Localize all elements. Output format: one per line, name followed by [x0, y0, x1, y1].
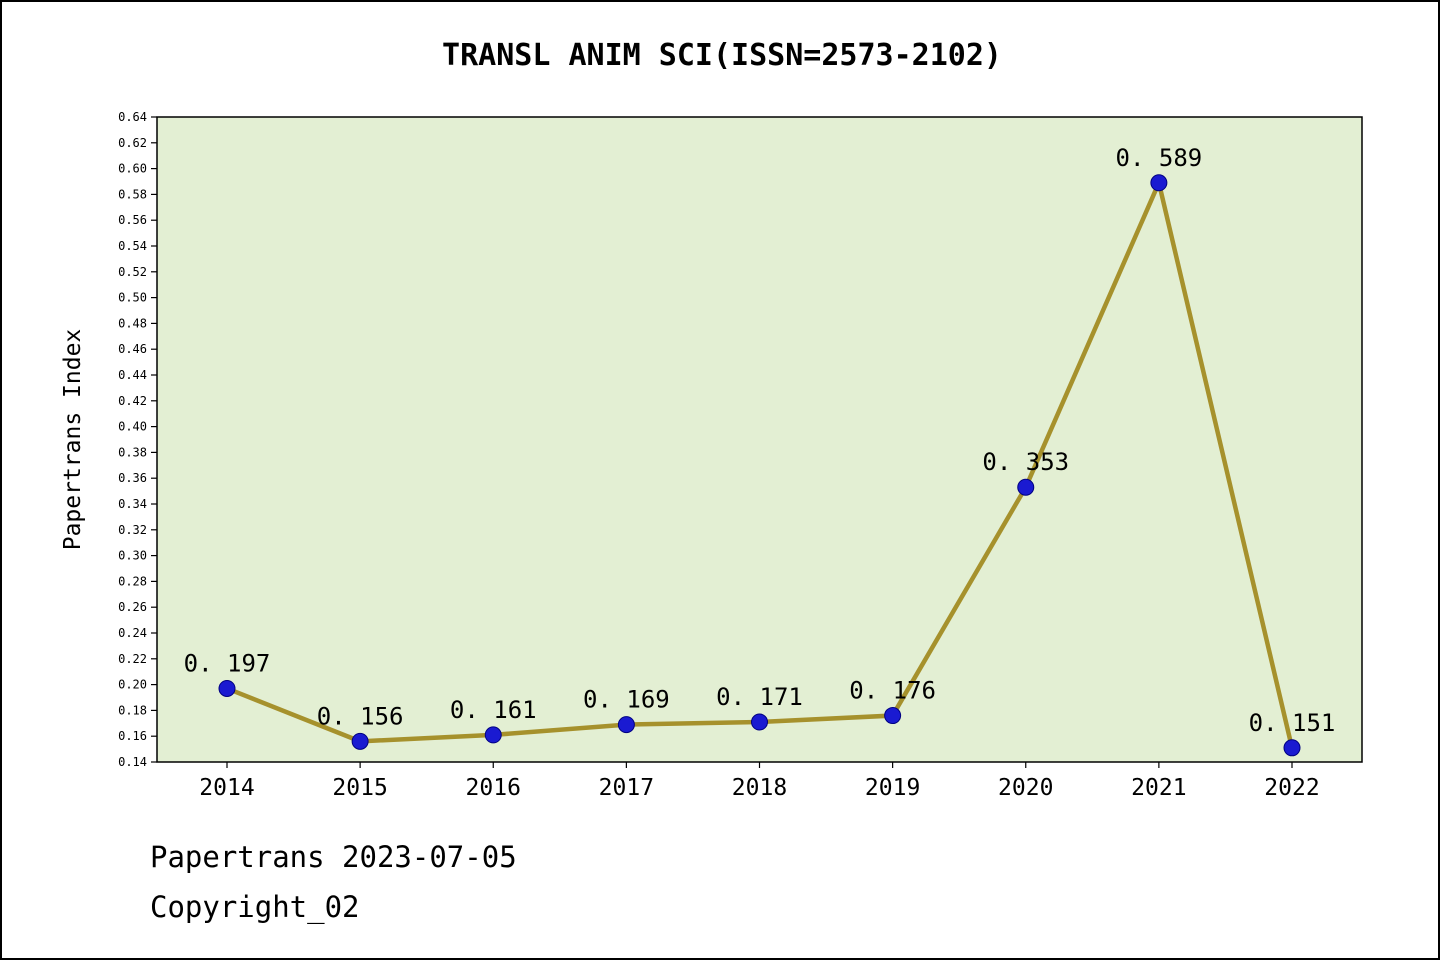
x-tick-label: 2020: [998, 775, 1053, 801]
data-point-label: 0. 171: [716, 683, 803, 711]
y-tick-label: 0.42: [118, 394, 147, 408]
data-point-label: 0. 156: [317, 702, 404, 730]
y-tick-label: 0.32: [118, 523, 147, 537]
y-tick-label: 0.30: [118, 549, 147, 563]
y-tick-label: 0.56: [118, 213, 147, 227]
data-point: [1150, 174, 1168, 192]
x-tick-label: 2021: [1131, 775, 1186, 801]
y-tick-label: 0.22: [118, 652, 147, 666]
y-tick-label: 0.60: [118, 162, 147, 176]
y-tick-label: 0.48: [118, 316, 147, 330]
plot-area: [157, 117, 1362, 762]
y-axis-label: Papertrans Index: [60, 329, 86, 551]
y-tick-label: 0.44: [118, 368, 147, 382]
y-tick-label: 0.20: [118, 678, 147, 692]
data-point: [484, 726, 502, 744]
data-point-label: 0. 151: [1249, 709, 1336, 737]
data-point: [1283, 739, 1301, 757]
x-tick-label: 2022: [1264, 775, 1319, 801]
y-tick-label: 0.38: [118, 445, 147, 459]
chart-title: TRANSL ANIM SCI(ISSN=2573-2102): [442, 38, 1002, 73]
data-point-label: 0. 176: [849, 677, 936, 705]
footer-copyright: Copyright_02: [150, 890, 360, 924]
plot-border: [156, 116, 1363, 763]
data-point: [351, 732, 369, 750]
y-tick-label: 0.64: [118, 110, 147, 124]
x-tick-label: 2019: [865, 775, 920, 801]
x-tick-label: 2018: [732, 775, 787, 801]
x-tick-label: 2016: [466, 775, 521, 801]
y-tick-label: 0.28: [118, 574, 147, 588]
data-point: [617, 716, 635, 734]
data-point-label: 0. 169: [583, 686, 670, 714]
y-tick-label: 0.50: [118, 291, 147, 305]
data-point: [751, 713, 768, 731]
y-tick-label: 0.40: [118, 420, 147, 434]
footer-source-date: Papertrans 2023-07-05: [150, 840, 517, 874]
y-tick-label: 0.16: [118, 729, 147, 743]
data-point: [218, 679, 236, 697]
data-point-label: 0. 161: [450, 696, 537, 724]
data-point-label: 0. 197: [184, 649, 271, 677]
data-point: [1017, 478, 1035, 496]
y-tick-label: 0.36: [118, 471, 147, 485]
x-tick-label: 2015: [332, 775, 387, 801]
y-tick-label: 0.24: [118, 626, 147, 640]
x-tick-label: 2017: [599, 775, 654, 801]
y-tick-label: 0.52: [118, 265, 147, 279]
y-tick-label: 0.26: [118, 600, 147, 614]
y-tick-label: 0.46: [118, 342, 147, 356]
y-tick-label: 0.54: [118, 239, 147, 253]
y-tick-label: 0.14: [118, 755, 147, 769]
data-point-label: 0. 589: [1116, 144, 1203, 172]
y-tick-label: 0.18: [118, 703, 147, 717]
y-tick-label: 0.58: [118, 187, 147, 201]
data-point-label: 0. 353: [982, 448, 1069, 476]
data-point: [884, 707, 902, 725]
y-tick-label: 0.62: [118, 136, 147, 150]
y-tick-label: 0.34: [118, 497, 147, 511]
x-tick-label: 2014: [199, 775, 254, 801]
